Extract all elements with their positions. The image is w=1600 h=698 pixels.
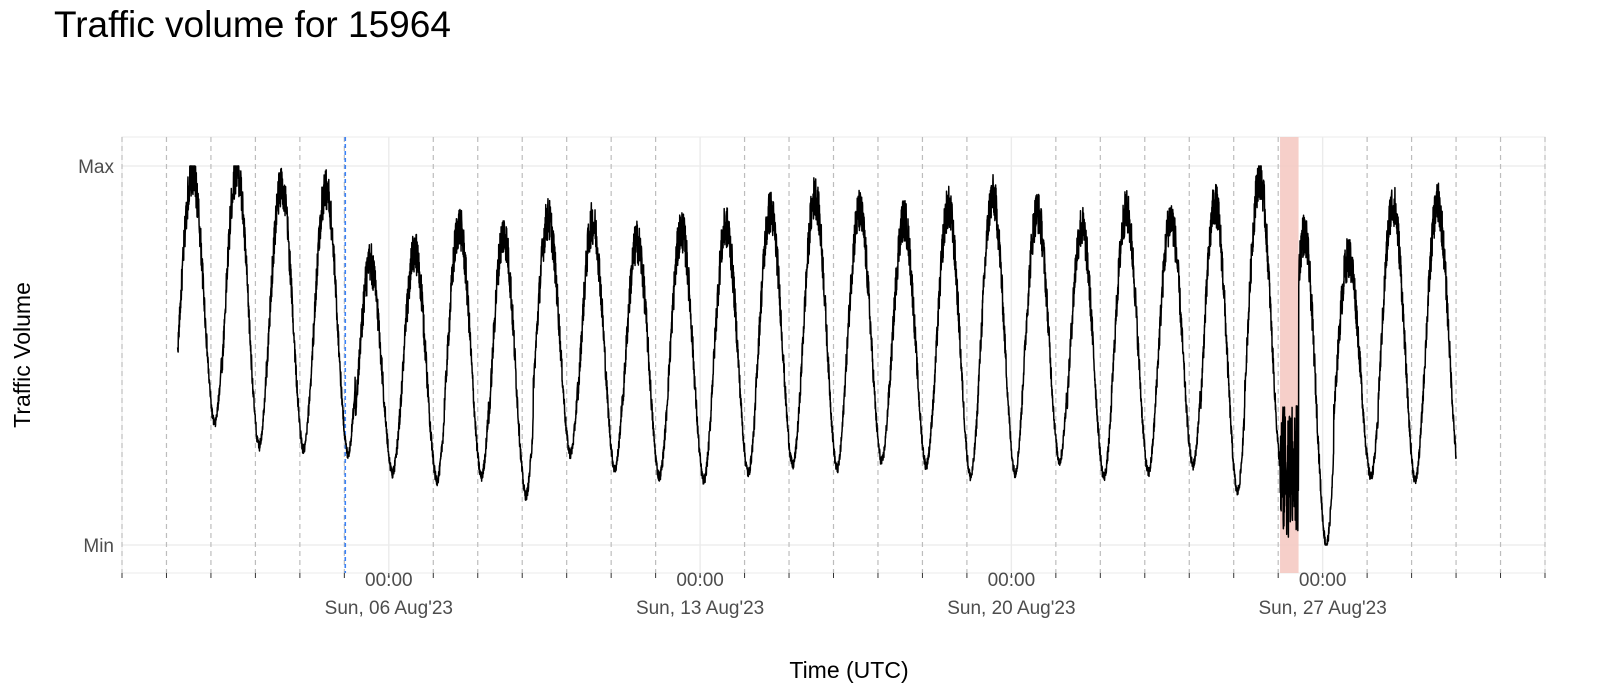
x-axis-ticks xyxy=(121,573,1546,578)
x-tick-label-date: Sun, 13 Aug'23 xyxy=(636,598,764,619)
x-tick-label-time: 00:00 xyxy=(676,570,724,591)
series-layer xyxy=(176,165,1457,546)
y-tick-label-min: Min xyxy=(83,536,114,557)
x-tick-label-time: 00:00 xyxy=(988,570,1036,591)
x-tick-label-time: 00:00 xyxy=(365,570,413,591)
x-tick-label-date: Sun, 20 Aug'23 xyxy=(947,598,1075,619)
chart-title: Traffic volume for 15964 xyxy=(54,4,451,45)
x-tick-label-date: Sun, 27 Aug'23 xyxy=(1259,598,1387,619)
y-axis-title: Traffic Volume xyxy=(9,282,35,428)
y-axis-tick-labels: Min Max xyxy=(78,157,114,557)
x-axis-tick-labels: 00:00 Sun, 06 Aug'23 00:00 Sun, 13 Aug'23 00… xyxy=(325,570,1387,619)
x-tick-label-time: 00:00 xyxy=(1299,570,1347,591)
traffic-series-line xyxy=(176,165,1457,546)
x-tick-label-date: Sun, 06 Aug'23 xyxy=(325,598,453,619)
day-separator-layer xyxy=(121,137,1546,573)
y-tick-label-max: Max xyxy=(78,157,114,178)
x-axis-title: Time (UTC) xyxy=(789,657,908,683)
